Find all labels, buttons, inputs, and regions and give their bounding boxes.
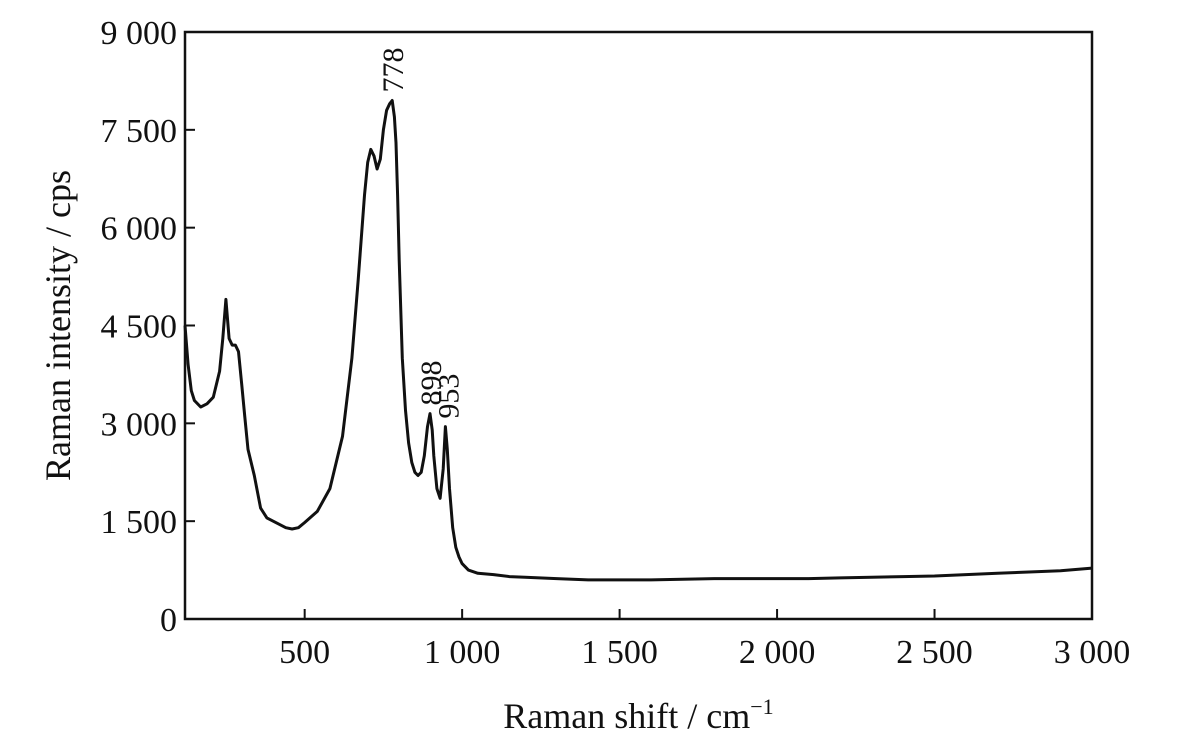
x-axis-ticks: 500 1 000 1 500 2 000 2 500 3 000: [279, 609, 1130, 671]
y-tick-label: 9 000: [101, 15, 178, 52]
plot-frame: [183, 30, 1094, 621]
y-tick-label: 7 500: [101, 113, 178, 150]
y-axis-title: Raman intensity / cps: [38, 170, 78, 481]
y-tick-label: 4 500: [101, 309, 178, 346]
x-tick-label: 2 500: [896, 634, 973, 671]
y-tick-label: 3 000: [101, 406, 178, 443]
peak-label: 778: [377, 47, 410, 92]
y-tick-label: 6 000: [101, 211, 178, 248]
x-tick-label: 3 000: [1054, 634, 1131, 671]
x-tick-label: 1 000: [424, 634, 501, 671]
x-tick-label: 500: [279, 634, 330, 671]
y-axis-ticks: 0 1 500 3 000 4 500 6 000 7 500 9 000: [101, 15, 195, 639]
x-tick-label: 1 500: [581, 634, 658, 671]
spectrum-line: [183, 99, 1093, 582]
peak-label: 898: [415, 361, 448, 406]
y-tick-label: 0: [160, 602, 177, 639]
peak-label: 953: [432, 374, 465, 419]
y-tick-label: 1 500: [101, 504, 178, 541]
x-tick-label: 2 000: [739, 634, 816, 671]
x-axis-title: Raman shift / cm−1: [503, 694, 773, 736]
